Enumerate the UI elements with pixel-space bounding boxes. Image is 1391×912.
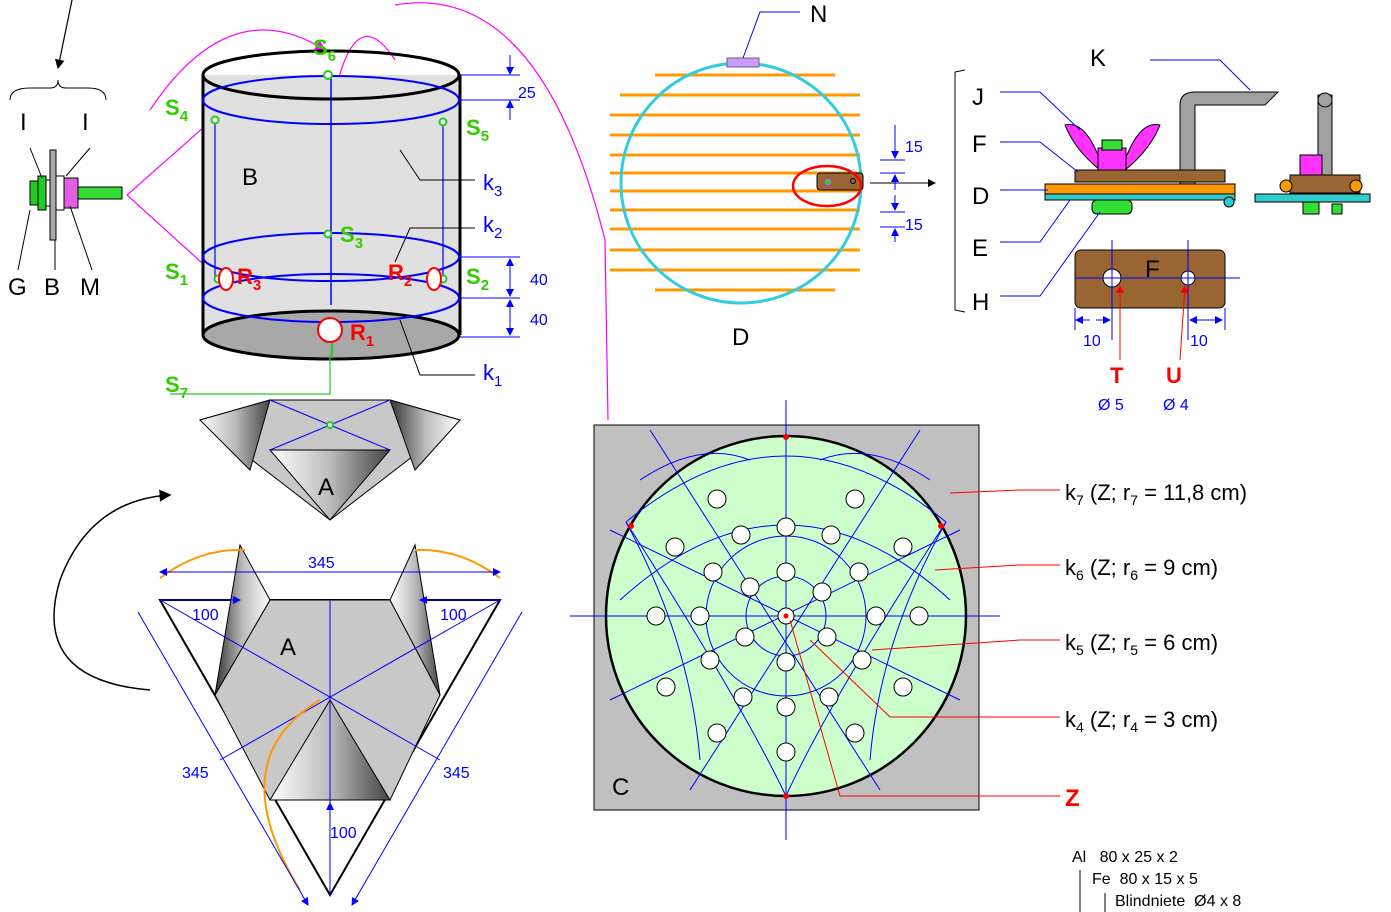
label-k1: k1 bbox=[483, 360, 502, 390]
label-g: G bbox=[8, 274, 27, 301]
dim-25: 25 bbox=[518, 85, 536, 102]
fold-arrow bbox=[53, 489, 172, 691]
screw-detail: I I G B M bbox=[8, 0, 123, 301]
label-f: F bbox=[972, 131, 987, 158]
label-s6: S6 bbox=[313, 35, 336, 65]
label-r1: R1 bbox=[350, 320, 374, 350]
dim-345-top: 345 bbox=[308, 555, 335, 572]
label-s4: S4 bbox=[165, 95, 189, 125]
dim-40b: 40 bbox=[530, 312, 548, 329]
parts-line-3: Blindniete Ø4 x 8 bbox=[1115, 893, 1241, 910]
dim-100-left: 100 bbox=[192, 607, 219, 624]
label-d: D bbox=[732, 324, 749, 351]
dim-100-right: 100 bbox=[440, 607, 467, 624]
parts-line-2: Fe 80 x 15 x 5 bbox=[1092, 871, 1198, 888]
label-j: J bbox=[972, 84, 984, 111]
label-k2: k2 bbox=[483, 212, 502, 242]
label-e: E bbox=[972, 235, 988, 262]
clamp-detail: K J F D E H F 10 10 T U Ø 5 Ø 4 bbox=[954, 45, 1371, 414]
label-d-clamp: D bbox=[972, 183, 989, 210]
triangle-net-a: 345 100 100 345 345 100 A bbox=[137, 543, 523, 906]
label-a-top: A bbox=[318, 474, 334, 501]
label-k7: k7 (Z; r7 = 11,8 cm) bbox=[1065, 480, 1247, 508]
disk-d: N 15 15 D bbox=[610, 1, 936, 351]
label-s7: S7 bbox=[165, 372, 188, 402]
dim-345-right: 345 bbox=[443, 765, 470, 782]
label-s1: S1 bbox=[165, 259, 188, 289]
label-r2: R2 bbox=[388, 260, 412, 290]
plate-c: C k7 (Z; r7 = 11,8 cm) k6 (Z; r6 = 9 cm)… bbox=[570, 400, 1247, 840]
dim-15a: 15 bbox=[905, 139, 923, 156]
label-s2: S2 bbox=[466, 264, 489, 294]
label-c: C bbox=[612, 774, 629, 801]
parts-line-1: Al 80 x 25 x 2 bbox=[1072, 849, 1178, 866]
folded-piece-a: A bbox=[198, 399, 462, 521]
dim-100-bottom: 100 bbox=[330, 825, 357, 842]
label-s3: S3 bbox=[340, 222, 363, 252]
label-u-dia: Ø 4 bbox=[1163, 397, 1189, 414]
label-m: M bbox=[80, 274, 100, 301]
dim-40a: 40 bbox=[530, 272, 548, 289]
label-b: B bbox=[44, 274, 60, 301]
label-k3: k3 bbox=[483, 170, 502, 200]
label-a: A bbox=[280, 634, 296, 661]
label-k: K bbox=[1090, 45, 1106, 72]
magenta-arrows bbox=[126, 2, 609, 421]
label-i-right: I bbox=[82, 109, 89, 136]
label-i-left: I bbox=[20, 109, 27, 136]
label-t-dia: Ø 5 bbox=[1098, 397, 1124, 414]
label-s5: S5 bbox=[466, 115, 489, 145]
cylinder-label-b: B bbox=[242, 164, 258, 191]
label-h: H bbox=[972, 289, 989, 316]
label-n: N bbox=[810, 1, 827, 28]
label-z: Z bbox=[1065, 785, 1080, 812]
label-t: T bbox=[1110, 363, 1124, 388]
dim-10b: 10 bbox=[1190, 333, 1208, 350]
label-f-plate: F bbox=[1145, 256, 1160, 283]
dim-15b: 15 bbox=[905, 217, 923, 234]
label-k6: k6 (Z; r6 = 9 cm) bbox=[1065, 555, 1218, 583]
label-u: U bbox=[1166, 363, 1182, 388]
label-k4: k4 (Z; r4 = 3 cm) bbox=[1065, 707, 1218, 735]
dim-10a: 10 bbox=[1083, 333, 1101, 350]
label-r3: R3 bbox=[237, 264, 261, 294]
cylinder-b: B 25 40 40 S6 S4 S5 S3 S1 S2 S7 S8 R1 R2… bbox=[165, 35, 548, 442]
parts-list: Al 80 x 25 x 2 Fe 80 x 15 x 5 Blindniete… bbox=[1072, 849, 1241, 912]
dim-345-left: 345 bbox=[182, 765, 209, 782]
label-k5: k5 (Z; r5 = 6 cm) bbox=[1065, 630, 1218, 658]
